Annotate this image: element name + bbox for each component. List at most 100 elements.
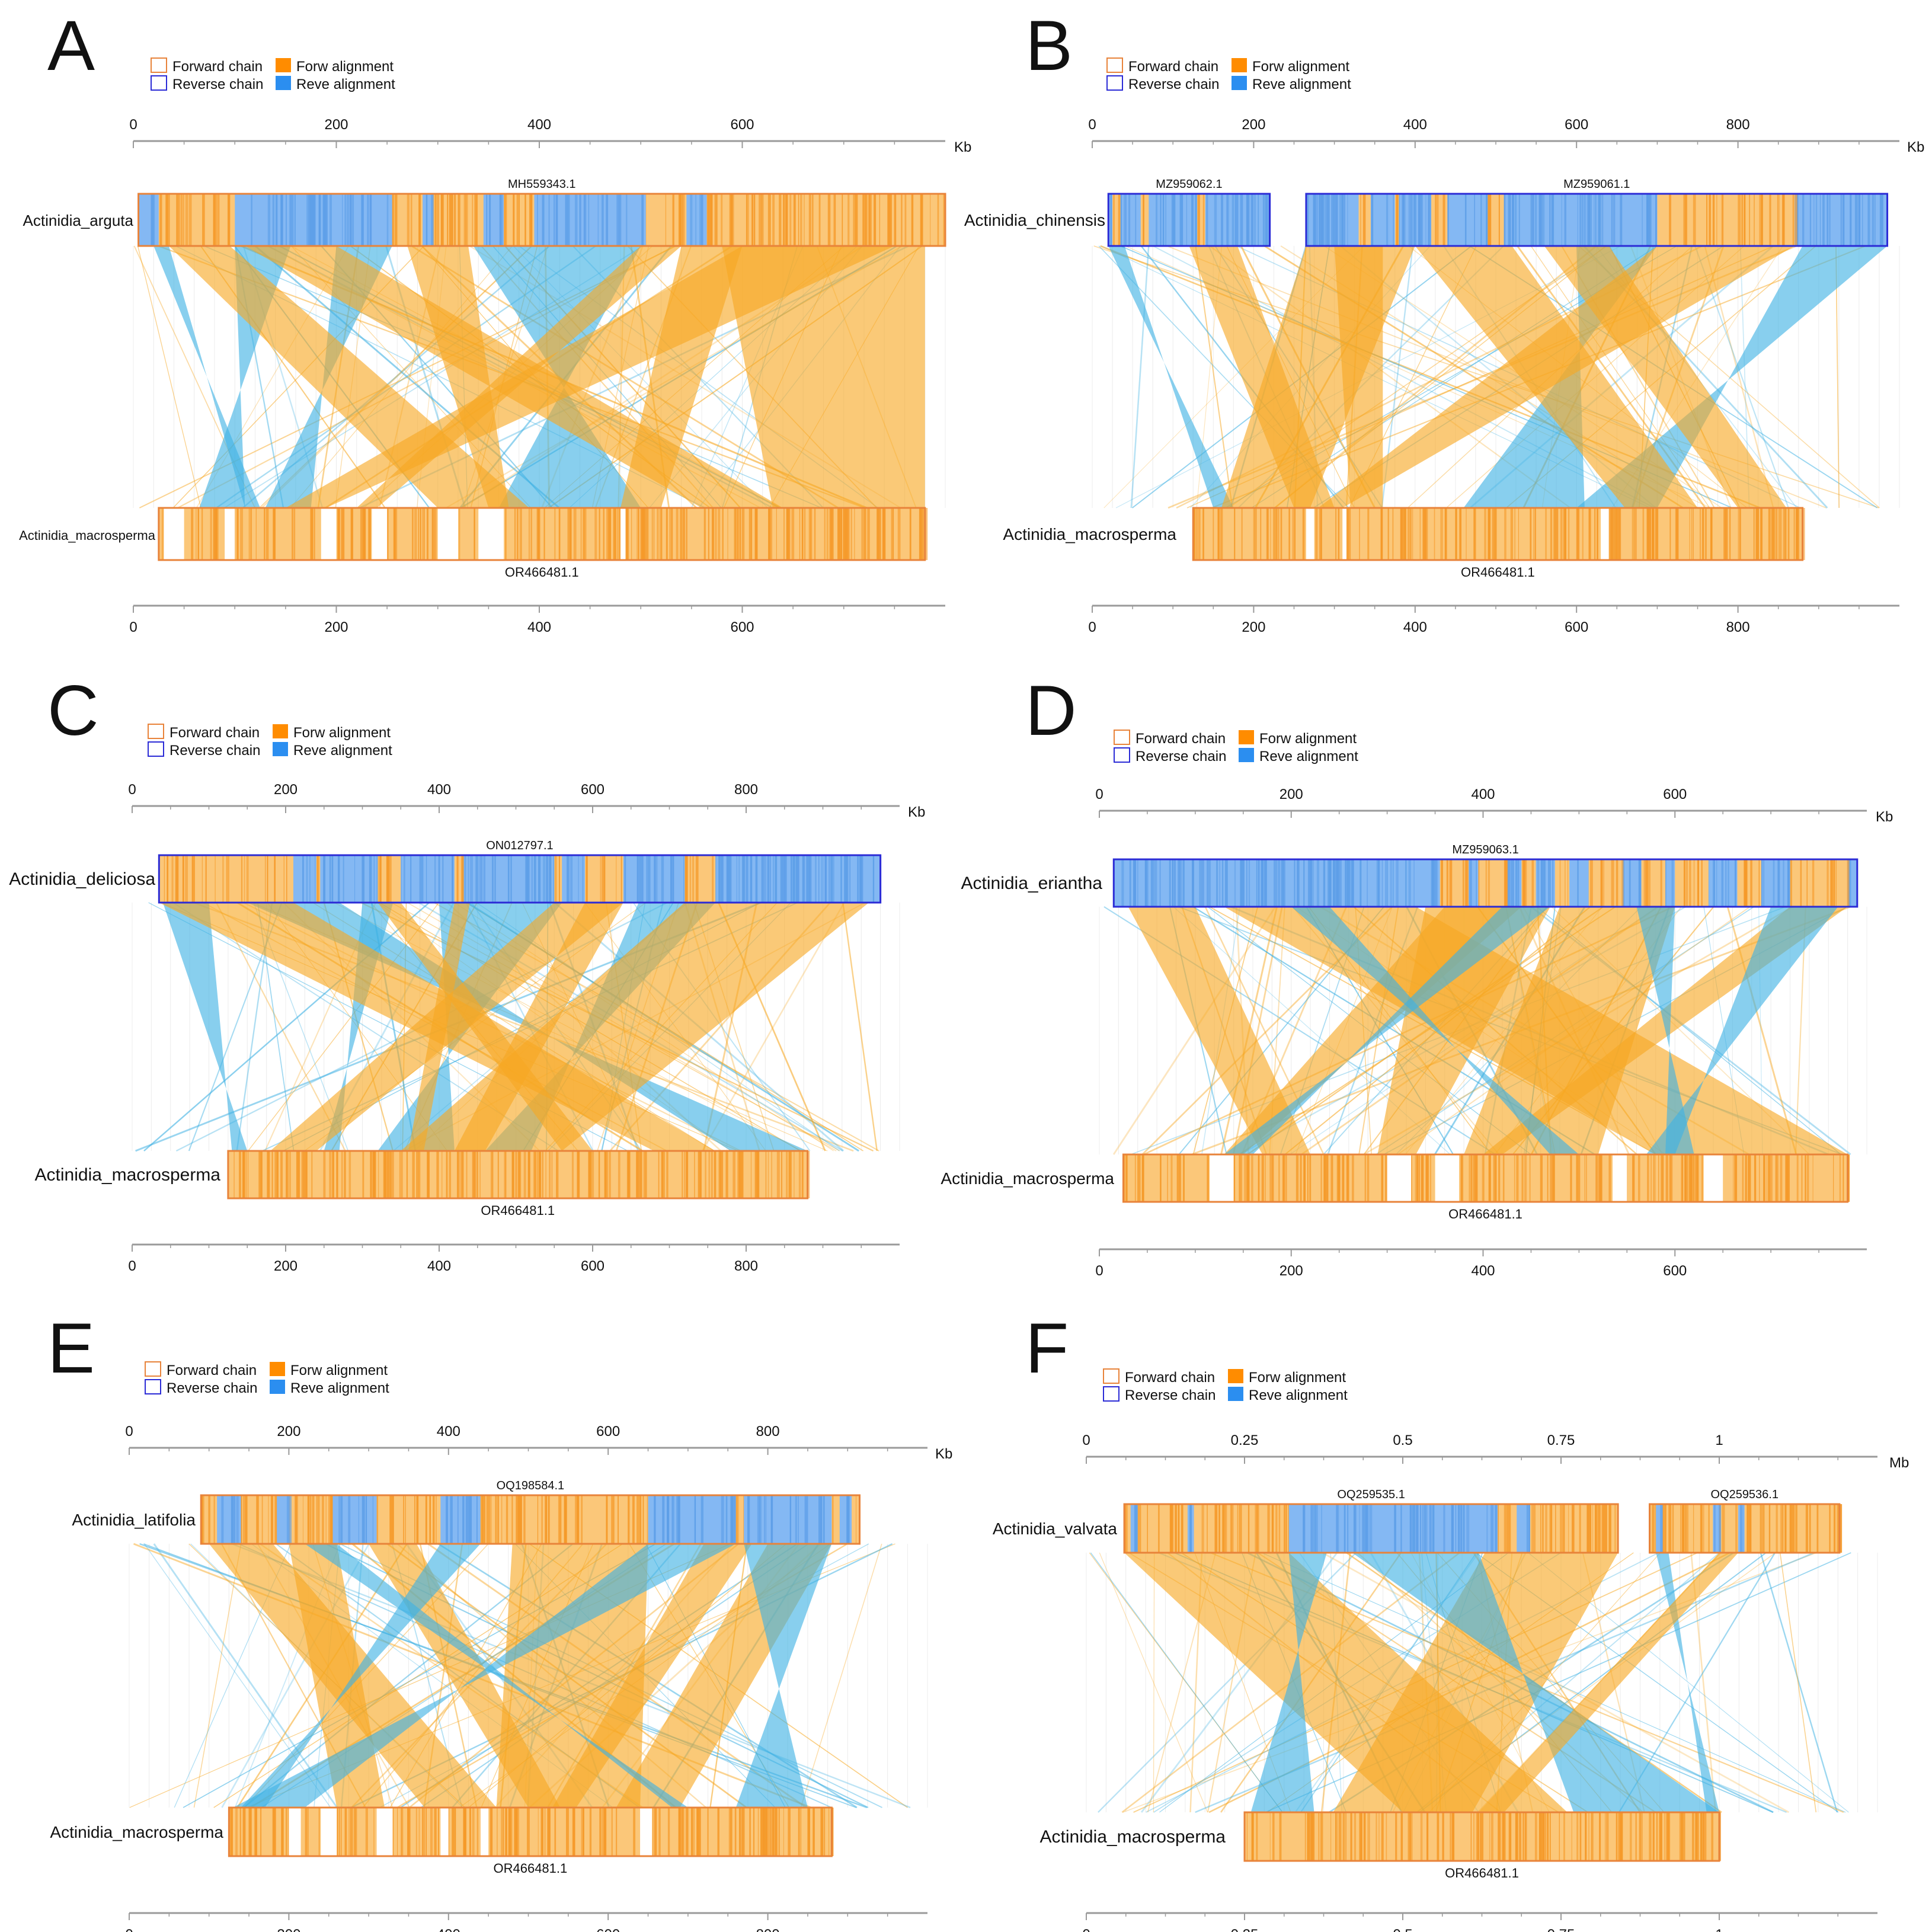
bottom-axis: 0 200 400 600 bbox=[1095, 1248, 1867, 1279]
chain-stripe bbox=[243, 1808, 245, 1856]
chain-stripe bbox=[1758, 859, 1760, 907]
chain-stripe bbox=[318, 194, 321, 246]
tick-label: 600 bbox=[596, 1927, 620, 1932]
chain-stripe bbox=[1385, 859, 1387, 907]
tick-label: 400 bbox=[437, 1424, 460, 1440]
chain-stripe bbox=[1584, 194, 1585, 246]
chain-stripe bbox=[1278, 859, 1281, 907]
chain-stripe bbox=[1179, 194, 1181, 246]
chain-stripe bbox=[1541, 194, 1545, 246]
bottom-species-label: Actinidia_macrosperma bbox=[35, 1165, 221, 1185]
chain-stripe bbox=[1843, 194, 1845, 246]
top-chain-ON012797.1: ON012797.1 bbox=[158, 839, 882, 904]
chain-stripe bbox=[1639, 1812, 1641, 1861]
chain-stripe bbox=[472, 1151, 475, 1198]
chain-stripe bbox=[1256, 859, 1258, 907]
chain-id-label: OR466481.1 bbox=[1461, 565, 1535, 580]
chain-stripe bbox=[1834, 859, 1835, 907]
chain-stripe bbox=[546, 855, 548, 903]
chain-stripe bbox=[389, 1151, 391, 1198]
forw-alignment-line bbox=[1274, 245, 1606, 508]
chain-stripe bbox=[1669, 508, 1671, 560]
legend-reverse-chain-label: Reverse chain bbox=[169, 743, 260, 759]
chain-stripe bbox=[1592, 1504, 1594, 1553]
chain-stripe bbox=[1498, 1154, 1501, 1202]
chain-stripe bbox=[1214, 194, 1217, 246]
chain-gap bbox=[1601, 508, 1609, 559]
chain-stripe bbox=[1832, 859, 1835, 907]
chain-stripe bbox=[602, 1808, 605, 1856]
chain-stripe bbox=[879, 194, 881, 246]
chain-stripe bbox=[1314, 1504, 1318, 1553]
chain-stripe bbox=[1244, 1154, 1246, 1202]
tick-label: 200 bbox=[1242, 117, 1265, 133]
chain-stripe bbox=[1551, 194, 1554, 246]
chain-stripe bbox=[1261, 1154, 1264, 1202]
chain-stripe bbox=[738, 1808, 741, 1856]
chain-stripe bbox=[1160, 1154, 1162, 1202]
chain-stripe bbox=[567, 855, 570, 903]
chain-stripe bbox=[1547, 1154, 1549, 1202]
chain-stripe bbox=[1802, 508, 1805, 560]
chain-stripe bbox=[750, 855, 753, 903]
chain-stripe bbox=[1744, 859, 1747, 907]
chain-stripe bbox=[1538, 194, 1541, 246]
chain-stripe bbox=[247, 1151, 249, 1198]
chain-stripe bbox=[1413, 194, 1416, 246]
chain-stripe bbox=[1473, 508, 1476, 560]
chain-stripe bbox=[666, 508, 668, 560]
chain-stripe bbox=[706, 194, 709, 246]
reverse-block bbox=[1517, 1504, 1530, 1553]
chain-stripe bbox=[1361, 1812, 1362, 1861]
chain-stripe bbox=[1488, 508, 1491, 560]
chain-stripe bbox=[309, 855, 311, 903]
chain-stripe bbox=[1740, 1504, 1742, 1553]
chain-stripe bbox=[582, 1808, 584, 1856]
chain-stripe bbox=[1372, 194, 1374, 246]
chain-stripe bbox=[1246, 1154, 1249, 1202]
chain-stripe bbox=[511, 1495, 513, 1544]
chain-stripe bbox=[1796, 194, 1799, 246]
chain-stripe bbox=[728, 1808, 732, 1856]
chain-stripe bbox=[1248, 1504, 1249, 1553]
chain-stripe bbox=[305, 1808, 308, 1856]
chain-stripe bbox=[654, 855, 657, 903]
chain-stripe bbox=[1195, 508, 1198, 560]
chain-stripe bbox=[767, 1808, 770, 1856]
chain-stripe bbox=[1237, 1504, 1239, 1553]
chain-stripe bbox=[694, 1495, 696, 1544]
chain-stripe bbox=[1416, 1154, 1419, 1202]
chain-stripe bbox=[373, 1151, 376, 1198]
chain-stripe bbox=[273, 1808, 274, 1856]
chain-stripe bbox=[1869, 194, 1870, 246]
chain-stripe bbox=[504, 194, 507, 246]
reve-alignment-line bbox=[153, 1543, 338, 1808]
chain-stripe bbox=[1224, 1504, 1227, 1553]
chain-stripe bbox=[853, 194, 856, 246]
chain-stripe bbox=[1781, 1504, 1784, 1553]
chain-stripe bbox=[348, 1495, 351, 1544]
chain-stripe bbox=[319, 194, 321, 246]
chain-stripe bbox=[577, 1151, 580, 1198]
chain-stripe bbox=[686, 1151, 689, 1198]
chain-stripe bbox=[215, 855, 216, 903]
chain-stripe bbox=[426, 508, 428, 560]
chain-stripe bbox=[490, 1151, 493, 1198]
chain-stripe bbox=[1797, 508, 1800, 560]
chain-stripe bbox=[767, 855, 769, 903]
chain-stripe bbox=[1550, 508, 1553, 560]
chain-stripe bbox=[1555, 1504, 1556, 1553]
chain-stripe bbox=[516, 1495, 519, 1544]
chain-stripe bbox=[1134, 859, 1137, 907]
chain-stripe bbox=[457, 1495, 459, 1544]
chain-stripe bbox=[1639, 859, 1641, 907]
chain-stripe bbox=[1393, 194, 1394, 246]
bottom-chain-OR466481.1: OR466481.1 bbox=[1192, 507, 1805, 580]
chain-stripe bbox=[1812, 859, 1815, 907]
tick-label: 600 bbox=[1565, 117, 1588, 133]
chain-stripe bbox=[548, 194, 550, 246]
chain-stripe bbox=[1665, 859, 1666, 907]
chain-stripe bbox=[1588, 1812, 1589, 1861]
chain-stripe bbox=[1256, 1812, 1258, 1861]
